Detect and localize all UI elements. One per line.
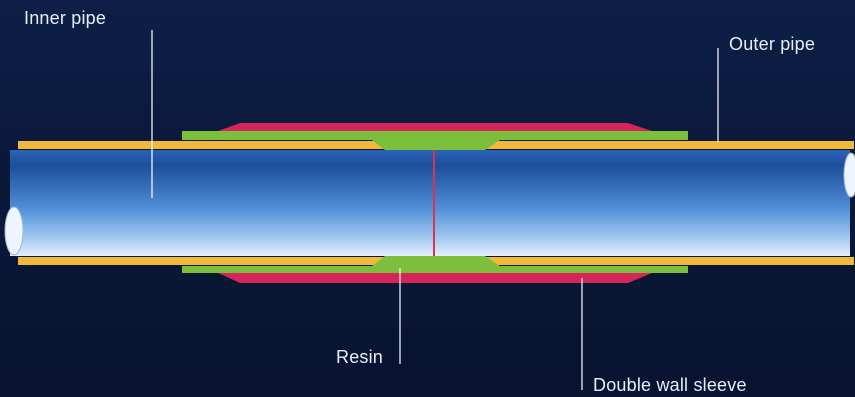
double-wall-sleeve-top xyxy=(218,123,652,131)
inner-pipe-label: Inner pipe xyxy=(24,8,107,28)
inner-pipe-body xyxy=(10,150,850,256)
inner-pipe-left-end xyxy=(4,206,24,256)
double-wall-sleeve-label: Double wall sleeve xyxy=(593,375,747,395)
resin-label: Resin xyxy=(336,347,384,367)
inner-pipe-right-end xyxy=(843,152,855,198)
resin-bottom xyxy=(182,256,688,273)
double-wall-sleeve-bottom xyxy=(218,273,652,283)
resin-top xyxy=(182,131,688,150)
outer-pipe-label: Outer pipe xyxy=(729,34,816,54)
